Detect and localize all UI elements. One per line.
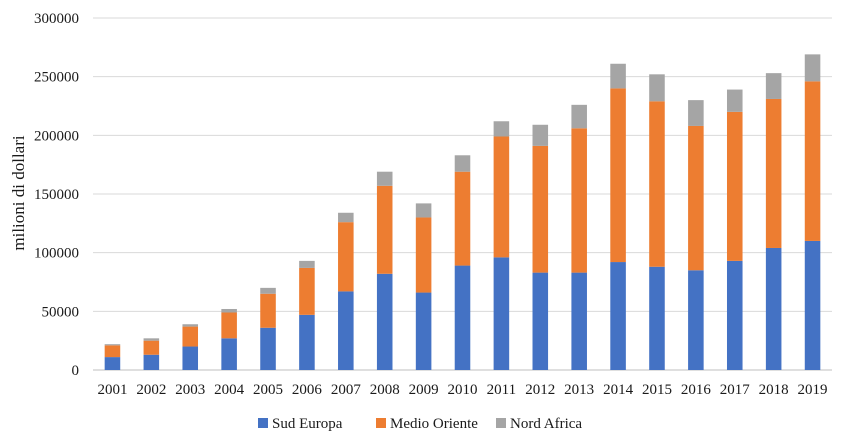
bar-nord-africa-2007 <box>338 212 354 223</box>
bar-nord-africa-2001 <box>104 344 121 346</box>
x-tick-label: 2002 <box>136 382 166 398</box>
x-tick-label: 2014 <box>603 382 634 398</box>
bar-medio-oriente-2015 <box>649 101 665 267</box>
bar-medio-oriente-2010 <box>454 171 471 266</box>
bar-medio-oriente-2005 <box>260 293 276 328</box>
bar-nord-africa-2015 <box>649 74 665 102</box>
bar-nord-africa-2003 <box>182 324 199 327</box>
bar-sud-europa-2004 <box>221 338 237 370</box>
y-tick-label: 300000 <box>34 11 79 27</box>
x-tick-label: 2018 <box>759 382 789 398</box>
x-tick-label: 2010 <box>448 382 478 398</box>
legend: Sud Europa Medio Oriente Nord Africa <box>258 416 582 432</box>
bar-nord-africa-2014 <box>610 63 626 89</box>
y-tick-label: 100000 <box>34 246 79 262</box>
y-tick-label: 50000 <box>42 304 80 320</box>
bar-nord-africa-2008 <box>376 171 393 186</box>
bar-sud-europa-2014 <box>610 262 626 370</box>
bar-nord-africa-2018 <box>765 73 782 99</box>
bar-medio-oriente-2001 <box>104 345 121 358</box>
bar-medio-oriente-2009 <box>415 217 432 293</box>
bar-medio-oriente-2004 <box>221 312 237 339</box>
bar-nord-africa-2019 <box>804 54 821 82</box>
bar-sud-europa-2019 <box>804 240 821 370</box>
bar-sud-europa-2002 <box>143 354 160 370</box>
x-tick-label: 2013 <box>564 382 594 398</box>
bar-sud-europa-2003 <box>182 346 199 370</box>
x-tick-label: 2006 <box>292 382 323 398</box>
legend-label-medio-oriente: Medio Oriente <box>390 416 478 432</box>
legend-label-sud-europa: Sud Europa <box>272 416 343 432</box>
bar-nord-africa-2011 <box>493 121 510 137</box>
bar-sud-europa-2016 <box>688 270 704 370</box>
bar-sud-europa-2007 <box>338 291 354 370</box>
legend-swatch-sud-europa <box>258 418 268 428</box>
x-tick-label: 2007 <box>331 382 362 398</box>
bar-nord-africa-2012 <box>532 124 549 146</box>
bar-sud-europa-2018 <box>765 247 782 370</box>
bar-nord-africa-2006 <box>299 260 315 268</box>
x-tick-label: 2009 <box>409 382 439 398</box>
bar-medio-oriente-2006 <box>299 267 315 315</box>
bar-medio-oriente-2008 <box>376 185 393 274</box>
x-tick-label: 2011 <box>487 382 516 398</box>
bar-medio-oriente-2007 <box>338 222 354 292</box>
x-tick-label: 2004 <box>214 382 245 398</box>
legend-swatch-medio-oriente <box>376 418 386 428</box>
bar-nord-africa-2009 <box>415 203 432 218</box>
legend-label-nord-africa: Nord Africa <box>510 416 582 432</box>
y-axis-label: milioni di dollari <box>9 135 28 250</box>
x-axis-ticks: 2001 2002 2003 2004 2005 2006 2007 2008 2009 2010… <box>97 382 827 398</box>
bar-nord-africa-2005 <box>260 287 276 294</box>
bar-sud-europa-2005 <box>260 327 276 370</box>
x-tick-label: 2003 <box>175 382 205 398</box>
bar-sud-europa-2013 <box>571 272 587 370</box>
bar-sud-europa-2012 <box>532 272 549 370</box>
bar-nord-africa-2010 <box>454 155 471 172</box>
bar-sud-europa-2010 <box>454 265 471 370</box>
y-axis-ticks: 0 50000 100000 150000 200000 250000 300000 <box>34 11 79 379</box>
bar-sud-europa-2008 <box>376 273 393 370</box>
bar-medio-oriente-2014 <box>610 88 626 263</box>
bar-medio-oriente-2019 <box>804 81 821 241</box>
y-tick-label: 250000 <box>34 70 79 86</box>
y-tick-label: 200000 <box>34 128 79 144</box>
bar-nord-africa-2004 <box>221 308 237 313</box>
x-tick-label: 2016 <box>681 382 712 398</box>
bar-nord-africa-2013 <box>571 104 587 129</box>
bar-medio-oriente-2018 <box>765 98 782 248</box>
bar-sud-europa-2001 <box>104 357 121 370</box>
x-tick-label: 2015 <box>642 382 672 398</box>
x-tick-label: 2008 <box>370 382 400 398</box>
x-tick-label: 2019 <box>798 382 828 398</box>
bar-medio-oriente-2013 <box>571 128 587 273</box>
bar-nord-africa-2017 <box>726 89 743 112</box>
bar-medio-oriente-2002 <box>143 340 160 355</box>
bar-sud-europa-2015 <box>649 266 665 370</box>
y-tick-label: 0 <box>72 363 80 379</box>
bar-medio-oriente-2017 <box>726 111 743 261</box>
x-tick-label: 2012 <box>525 382 555 398</box>
bar-sud-europa-2006 <box>299 314 315 370</box>
x-tick-label: 2001 <box>97 382 127 398</box>
x-tick-label: 2017 <box>720 382 751 398</box>
x-tick-label: 2005 <box>253 382 283 398</box>
bar-medio-oriente-2011 <box>493 136 510 258</box>
bar-nord-africa-2002 <box>143 338 160 341</box>
bar-medio-oriente-2016 <box>688 125 704 271</box>
bar-medio-oriente-2003 <box>182 326 199 347</box>
legend-swatch-nord-africa <box>496 418 506 428</box>
bar-sud-europa-2009 <box>415 292 432 370</box>
y-tick-label: 150000 <box>34 187 79 203</box>
bar-medio-oriente-2012 <box>532 145 549 273</box>
bars <box>104 54 821 370</box>
bar-nord-africa-2016 <box>688 100 704 126</box>
bar-sud-europa-2017 <box>726 260 743 370</box>
bar-sud-europa-2011 <box>493 257 510 370</box>
